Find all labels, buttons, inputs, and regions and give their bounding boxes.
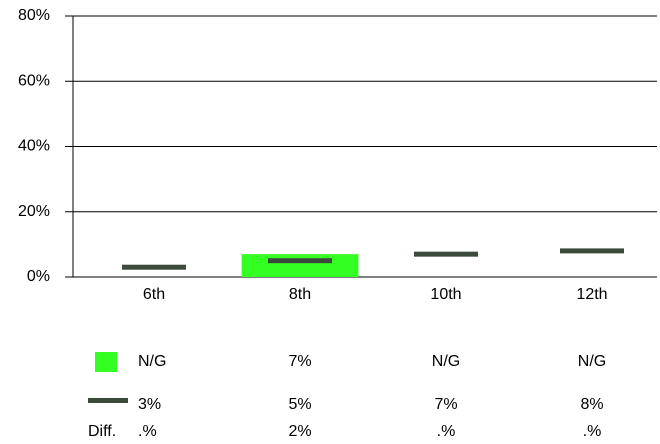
value-label: 8%	[580, 396, 603, 413]
value-label: 7%	[434, 396, 457, 413]
marker	[414, 251, 478, 257]
value-label: 5%	[288, 396, 311, 413]
y-tick-label: 20%	[18, 203, 50, 220]
x-tick-label: 6th	[143, 286, 165, 303]
y-tick-label: 80%	[18, 7, 50, 24]
x-tick-label: 12th	[576, 286, 607, 303]
value-label: 3%	[138, 396, 161, 413]
value-label: N/G	[138, 353, 166, 370]
x-tick-label: 8th	[289, 286, 311, 303]
diff-label: Diff.	[88, 423, 116, 440]
diff-value: 2%	[288, 423, 311, 440]
y-tick-label: 0%	[27, 268, 50, 285]
x-tick-label: 10th	[430, 286, 461, 303]
marker	[122, 264, 186, 270]
diff-value: .%	[583, 423, 602, 440]
value-label: 7%	[288, 353, 311, 370]
bar	[241, 254, 359, 277]
legend-marker	[88, 398, 128, 403]
diff-value: .%	[437, 423, 456, 440]
legend-swatch	[95, 352, 117, 372]
marker	[268, 258, 332, 264]
value-label: N/G	[578, 353, 606, 370]
value-label: N/G	[432, 353, 460, 370]
diff-value: .%	[138, 423, 157, 440]
y-tick-label: 40%	[18, 138, 50, 155]
marker	[560, 248, 624, 254]
y-tick-label: 60%	[18, 72, 50, 89]
